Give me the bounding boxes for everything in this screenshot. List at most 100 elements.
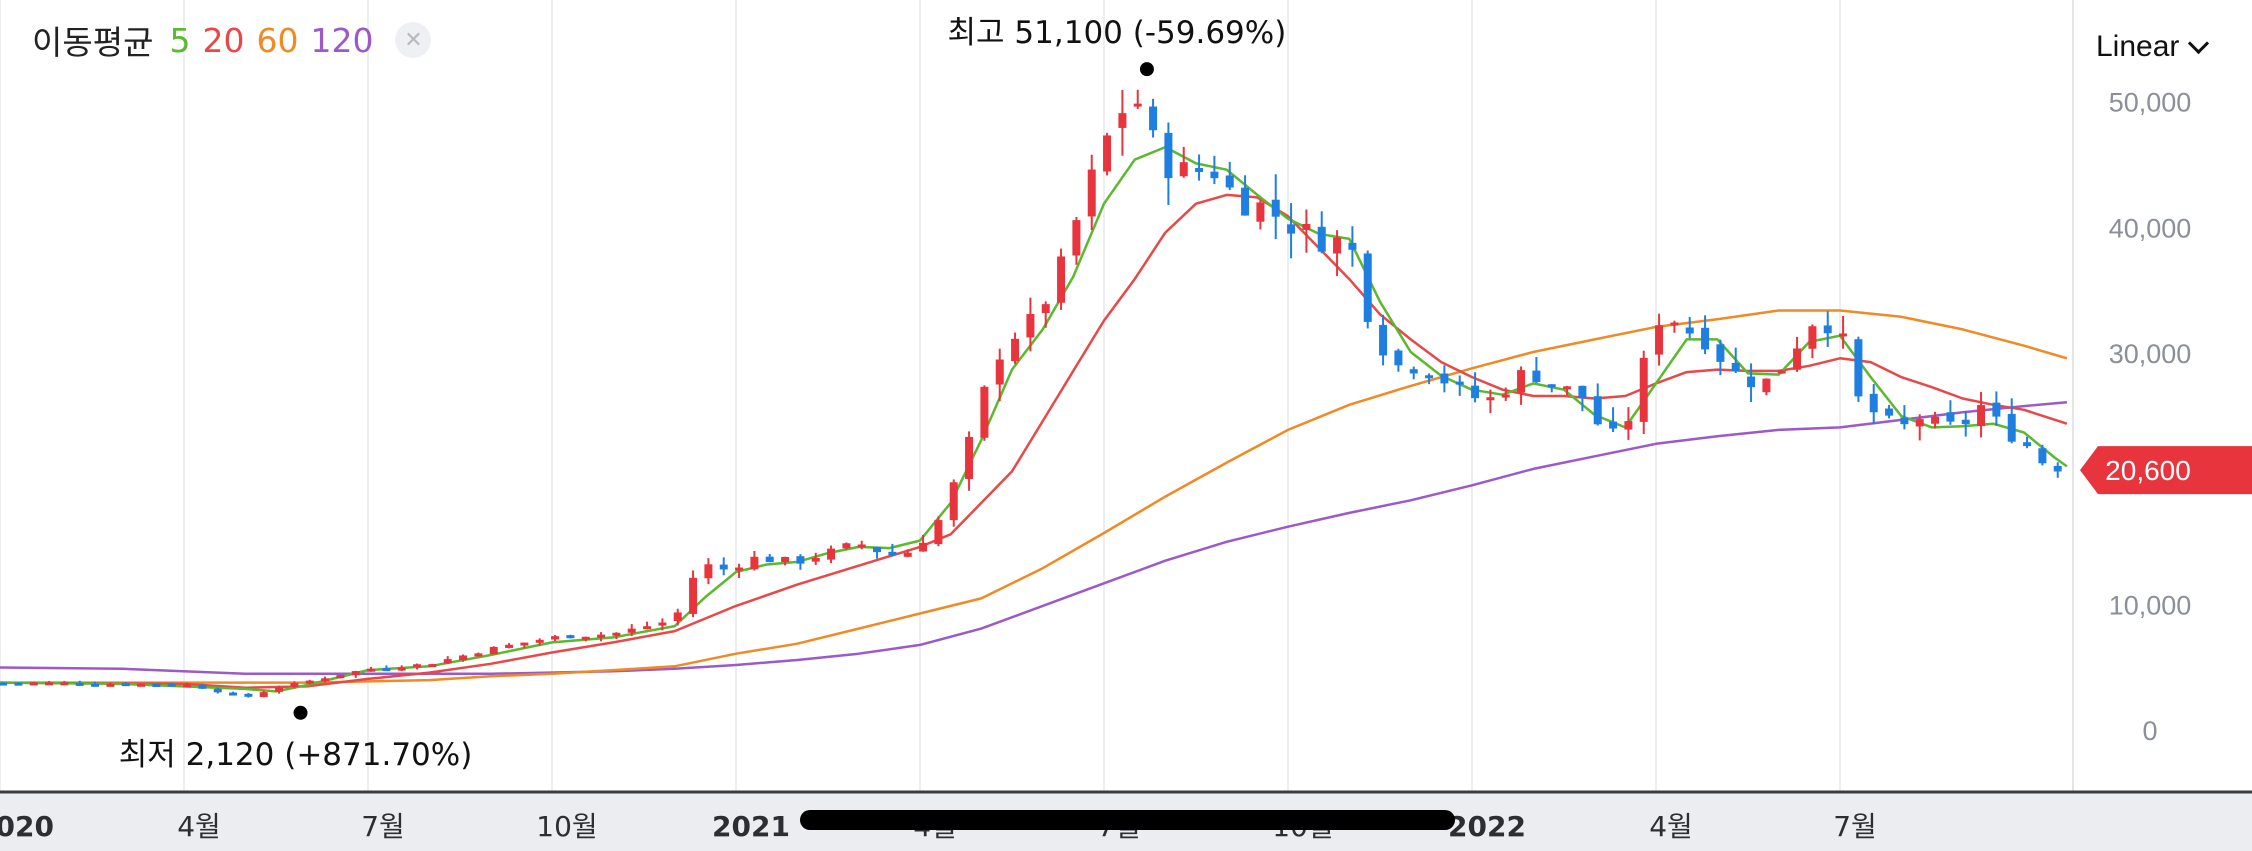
- candle-17: [259, 690, 268, 698]
- scrollbar-handle[interactable]: [800, 810, 1455, 830]
- candle-87: [1333, 230, 1342, 277]
- candle-body-86: [1317, 226, 1326, 252]
- candlesticks: [0, 89, 2062, 698]
- candle-body-120: [1839, 333, 1848, 337]
- candle-94: [1440, 365, 1449, 393]
- candle-67: [1026, 297, 1035, 352]
- candle-body-95: [1455, 381, 1464, 385]
- last-price-badge-shape: [2080, 446, 2252, 495]
- candle-82: [1256, 200, 1265, 230]
- candle-63: [965, 431, 974, 491]
- candle-110: [1685, 317, 1694, 339]
- close-icon[interactable]: ✕: [395, 22, 432, 58]
- candle-79: [1210, 155, 1219, 185]
- candle-66: [1011, 332, 1020, 365]
- candle-body-87: [1333, 237, 1342, 254]
- candle-48: [735, 563, 744, 578]
- candle-body-10: [152, 683, 161, 687]
- candle-27: [413, 663, 422, 670]
- candle-127: [1946, 400, 1955, 425]
- candle-101: [1547, 384, 1556, 393]
- candle-body-93: [1425, 375, 1434, 379]
- candle-72: [1103, 132, 1112, 176]
- candle-14: [213, 687, 222, 694]
- candle-51: [781, 556, 790, 566]
- candle-12: [183, 682, 192, 688]
- candle-body-98: [1501, 394, 1510, 398]
- candle-23: [351, 670, 360, 678]
- moving-average-legend[interactable]: 이동평균 5 20 60 120 ✕: [32, 16, 432, 64]
- candle-body-129: [1977, 405, 1986, 427]
- candle-88: [1348, 226, 1357, 267]
- legend-ma60[interactable]: 60: [256, 20, 299, 60]
- chevron-down-icon: [2188, 32, 2210, 54]
- candle-74: [1133, 89, 1142, 110]
- x-tick-label-0: 2020: [0, 810, 54, 843]
- candle-90: [1379, 314, 1388, 366]
- x-tick-label-1: 4월: [177, 810, 221, 843]
- candle-70: [1072, 216, 1081, 265]
- candle-120: [1839, 315, 1848, 349]
- candle-body-132: [2023, 442, 2032, 447]
- candle-body-59: [903, 552, 912, 557]
- candle-133: [2038, 444, 2047, 466]
- candle-body-84: [1287, 224, 1296, 234]
- candle-62: [949, 479, 958, 527]
- candle-body-14: [213, 688, 222, 693]
- candle-91: [1394, 348, 1403, 372]
- candle-body-22: [336, 675, 345, 679]
- candle-58: [888, 543, 897, 557]
- candle-37: [566, 634, 575, 639]
- candle-97: [1486, 389, 1495, 414]
- candle-129: [1977, 391, 1986, 438]
- candle-body-71: [1087, 169, 1096, 217]
- candle-103: [1578, 385, 1587, 412]
- candle-body-124: [1900, 417, 1909, 425]
- candle-body-109: [1670, 322, 1679, 326]
- legend-ma5[interactable]: 5: [169, 20, 191, 60]
- legend-ma120[interactable]: 120: [310, 20, 374, 60]
- candle-134: [2053, 462, 2062, 478]
- candle-body-58: [888, 551, 897, 556]
- candle-body-119: [1823, 325, 1832, 334]
- candle-78: [1195, 154, 1204, 181]
- candle-100: [1532, 357, 1541, 384]
- candle-body-107: [1639, 357, 1648, 422]
- candle-body-38: [581, 636, 590, 640]
- candle-body-11: [167, 683, 176, 687]
- candle-9: [137, 683, 146, 687]
- candle-body-33: [505, 644, 514, 648]
- candle-body-117: [1793, 348, 1802, 370]
- annotation-dot-0: [1139, 62, 1154, 77]
- candle-body-113: [1731, 362, 1740, 372]
- legend-ma20[interactable]: 20: [202, 20, 245, 60]
- candle-body-56: [857, 544, 866, 548]
- candle-body-110: [1685, 327, 1694, 334]
- y-tick-label-1: 10,000: [2109, 590, 2192, 620]
- candle-body-69: [1057, 256, 1066, 303]
- candle-77: [1179, 146, 1188, 178]
- candle-35: [535, 638, 544, 646]
- candle-69: [1057, 248, 1066, 310]
- candle-105: [1609, 407, 1618, 432]
- candle-19: [290, 681, 299, 689]
- candle-15: [229, 691, 238, 696]
- last-price-badge: 20,600: [2080, 446, 2252, 495]
- annotation-label-0: 최고 51,100 (-59.69%): [948, 15, 1287, 51]
- candle-33: [505, 643, 514, 649]
- candle-body-46: [704, 564, 713, 579]
- candle-body-24: [367, 668, 376, 672]
- candle-108: [1655, 313, 1664, 366]
- candle-130: [1992, 391, 2001, 426]
- scale-selector[interactable]: Linear: [2096, 30, 2210, 64]
- candle-body-47: [719, 564, 728, 570]
- candle-body-9: [137, 683, 146, 687]
- candle-body-50: [765, 556, 774, 563]
- candle-body-121: [1854, 339, 1863, 397]
- candle-body-100: [1532, 370, 1541, 382]
- candle-131: [2007, 398, 2016, 444]
- candle-body-40: [612, 632, 621, 636]
- x-tick-label-10: 7월: [1833, 810, 1877, 843]
